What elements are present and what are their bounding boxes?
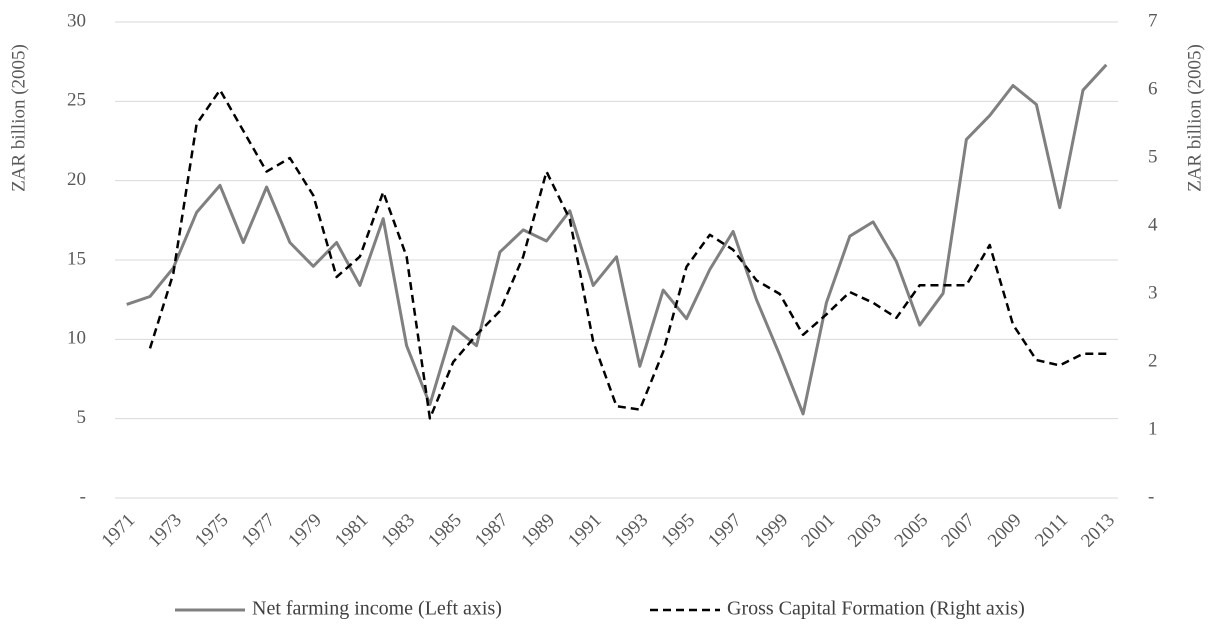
y-tick-label: 10 <box>67 328 86 349</box>
x-tick-label: 1999 <box>751 510 793 552</box>
x-tick-label: 1993 <box>611 510 653 552</box>
line-series <box>126 63 1108 416</box>
y-tick-label: 15 <box>67 248 86 269</box>
x-tick-label: 1987 <box>471 510 513 552</box>
x-tick-label: 1977 <box>238 510 280 552</box>
x-tick-label: 1971 <box>98 510 140 552</box>
x-tick-label: 1979 <box>284 510 326 552</box>
x-tick-label: 2001 <box>797 510 839 552</box>
y2-tick-label: 6 <box>1148 78 1158 99</box>
x-tick-label: 2013 <box>1077 510 1119 552</box>
y-tick-label: 5 <box>77 407 87 428</box>
x-tick-label: 1981 <box>331 510 373 552</box>
x-tick-label: 1991 <box>564 510 606 552</box>
y-tick-label: - <box>80 486 86 507</box>
x-tick-label: 1973 <box>144 510 186 552</box>
y-tick-label: 20 <box>67 169 86 190</box>
x-tick-label: 1983 <box>377 510 419 552</box>
x-tick-label: 1997 <box>704 510 746 552</box>
x-tick-label: 2009 <box>984 510 1026 552</box>
y2-tick-label: 3 <box>1148 282 1158 303</box>
y-tick-label: 30 <box>67 10 86 31</box>
y2-tick-label: 2 <box>1148 350 1158 371</box>
y2-axis-title: ZAR billion (2005) <box>1184 44 1205 192</box>
x-tick-label: 1975 <box>191 510 233 552</box>
y2-tick-label: 1 <box>1148 418 1158 439</box>
x-tick-label: 1995 <box>657 510 699 552</box>
y2-tick-label: 4 <box>1148 214 1158 235</box>
y2-tick-label: 7 <box>1148 10 1158 31</box>
legend-label: Gross Capital Formation (Right axis) <box>727 598 1025 620</box>
x-tick-label: 2007 <box>937 510 979 552</box>
x-tick-label: 1989 <box>517 510 559 552</box>
y-tick-label: 25 <box>67 90 86 111</box>
x-tick-label: 2003 <box>844 510 886 552</box>
x-tick-label: 2011 <box>1031 510 1072 551</box>
y2-tick-label: - <box>1148 486 1154 507</box>
x-tick-label: 1985 <box>424 510 466 552</box>
y2-tick-label: 5 <box>1148 146 1158 167</box>
x-tick-label: 2005 <box>891 510 933 552</box>
y-axis-title: ZAR billion (2005) <box>8 44 29 192</box>
line-series <box>148 88 1107 420</box>
legend-label: Net farming income (Left axis) <box>252 598 502 620</box>
